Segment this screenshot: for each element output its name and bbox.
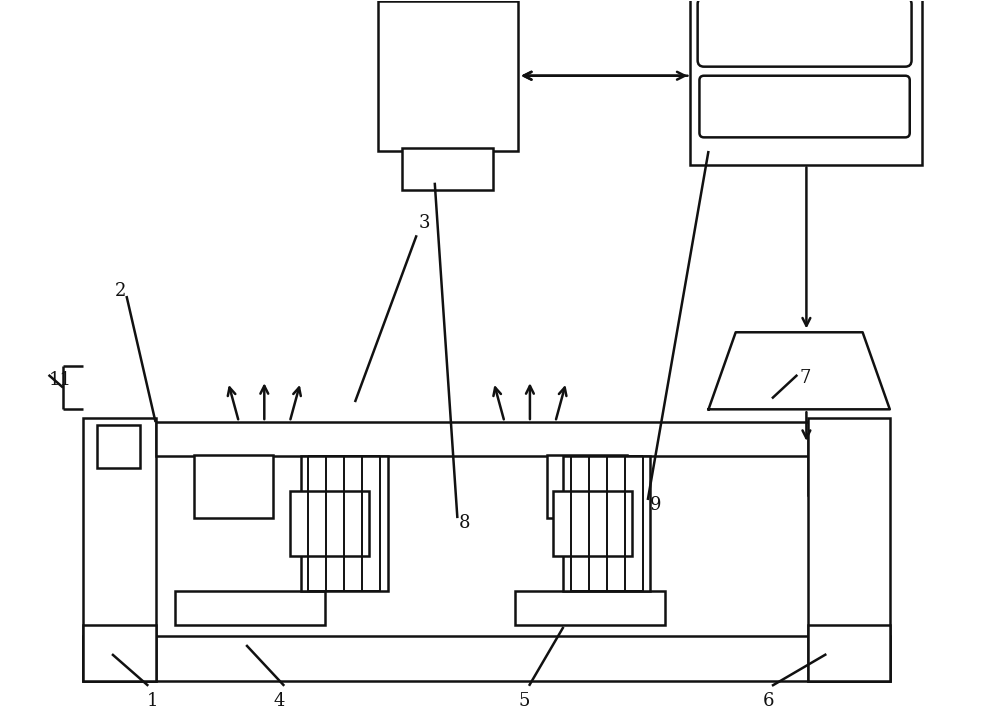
- Text: 4: 4: [273, 692, 285, 711]
- Bar: [808, 419, 890, 681]
- Bar: [83, 419, 156, 681]
- Text: 2: 2: [115, 282, 126, 301]
- Bar: [690, 0, 922, 165]
- Bar: [290, 491, 369, 556]
- Text: 6: 6: [763, 692, 774, 711]
- Text: 5: 5: [518, 692, 530, 711]
- Text: 3: 3: [418, 215, 430, 232]
- Text: 1: 1: [146, 692, 158, 711]
- Bar: [301, 456, 388, 590]
- Bar: [808, 434, 861, 496]
- Text: 9: 9: [650, 496, 661, 513]
- Bar: [97, 424, 140, 468]
- Bar: [402, 149, 493, 190]
- Bar: [515, 590, 665, 625]
- Bar: [83, 636, 890, 681]
- Bar: [83, 625, 156, 681]
- Text: 11: 11: [49, 371, 72, 389]
- Bar: [194, 455, 273, 518]
- FancyBboxPatch shape: [698, 0, 912, 67]
- Bar: [175, 590, 325, 625]
- Bar: [808, 625, 890, 681]
- Text: 7: 7: [799, 368, 811, 387]
- FancyBboxPatch shape: [699, 76, 910, 138]
- Text: 8: 8: [459, 514, 471, 531]
- Bar: [378, 1, 518, 151]
- Polygon shape: [709, 332, 890, 409]
- Bar: [547, 455, 627, 518]
- Bar: [156, 422, 849, 456]
- Bar: [563, 456, 650, 590]
- Bar: [553, 491, 632, 556]
